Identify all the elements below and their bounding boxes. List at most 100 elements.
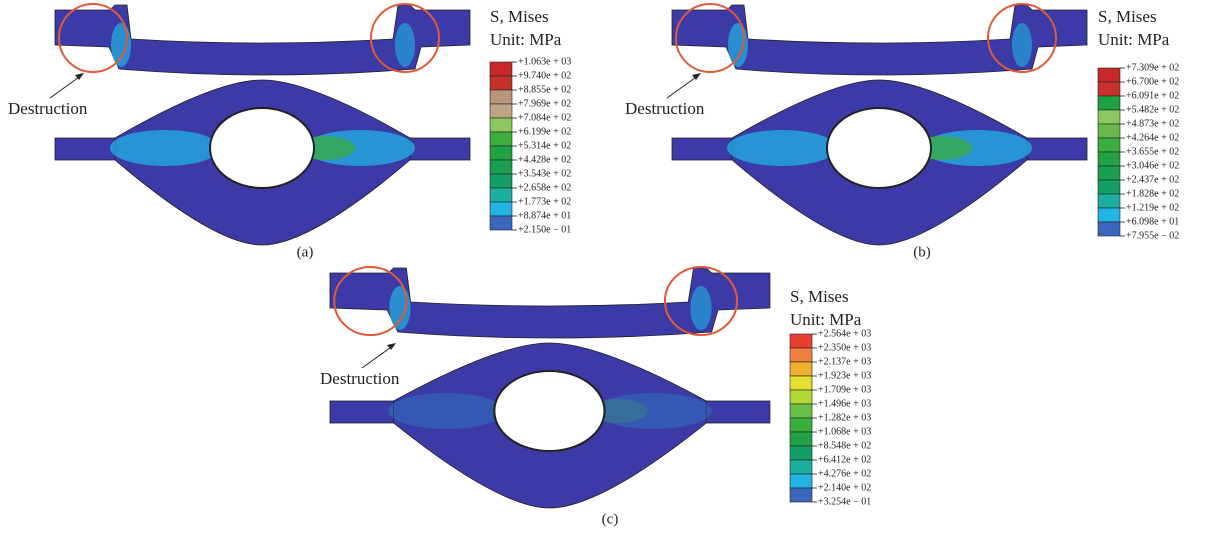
legend-swatch [790, 432, 812, 446]
legend-swatch [490, 132, 512, 146]
annotation: Destruction [320, 369, 400, 388]
legend-label: +2.350e + 03 [818, 342, 871, 353]
legend-label: +6.098e + 01 [1126, 216, 1179, 227]
legend-label: +8.874e + 01 [518, 210, 571, 221]
arrow [50, 75, 82, 98]
panel-label: (a) [297, 244, 314, 260]
legend-label: +3.254e − 01 [818, 496, 871, 507]
legend-label: +2.658e + 02 [518, 182, 571, 193]
legend-label: +1.068e + 03 [818, 426, 871, 437]
legend-swatch [490, 90, 512, 104]
stress-zone [395, 23, 415, 67]
legend-title: S, Mises [1098, 7, 1157, 26]
legend-swatch [790, 376, 812, 390]
legend-label: +1.496e + 03 [818, 398, 871, 409]
legend-swatch [490, 160, 512, 174]
legend-swatch [790, 404, 812, 418]
legend-swatch [490, 174, 512, 188]
legend-swatch [1098, 222, 1120, 236]
legend-label: +3.046e + 02 [1126, 160, 1179, 171]
legend-swatch [490, 118, 512, 132]
stress-zone [1012, 23, 1032, 67]
legend-label: +1.773e + 02 [518, 196, 571, 207]
legend-unit: Unit: MPa [490, 30, 562, 49]
stress-zone [389, 286, 410, 330]
legend-label: +3.655e + 02 [1126, 146, 1179, 157]
legend-label: +2.437e + 02 [1126, 174, 1179, 185]
legend-swatch [490, 76, 512, 90]
legend-swatch [490, 146, 512, 160]
panel-label: (b) [913, 244, 931, 260]
stress-zone [690, 286, 711, 330]
legend-swatch [790, 418, 812, 432]
legend-label: +1.219e + 02 [1126, 202, 1179, 213]
annotation: Destruction [8, 99, 88, 118]
legend-label: +6.412e + 02 [818, 454, 871, 465]
stress-zone [111, 23, 131, 67]
legend-label: +6.700e + 02 [1126, 76, 1179, 87]
legend-unit: Unit: MPa [790, 310, 862, 329]
arrow [362, 345, 394, 368]
stress-zone [388, 393, 505, 429]
legend-label: +2.140e + 02 [818, 482, 871, 493]
legend-label: +2.150e − 01 [518, 224, 571, 235]
legend-label: +6.199e + 02 [518, 126, 571, 137]
hole [494, 371, 604, 451]
stress-zone [727, 130, 837, 166]
legend-label: +9.740e + 02 [518, 70, 571, 81]
legend-label: +1.923e + 03 [818, 370, 871, 381]
legend-swatch [490, 62, 512, 76]
legend-label: +7.969e + 02 [518, 98, 571, 109]
arrow [667, 75, 699, 98]
legend-label: +7.309e + 02 [1126, 62, 1179, 73]
legend-title: S, Mises [790, 287, 849, 306]
legend-label: +2.137e + 03 [818, 356, 871, 367]
annotation: Destruction [625, 99, 705, 118]
legend-label: +1.282e + 03 [818, 412, 871, 423]
legend-swatch [790, 348, 812, 362]
legend-swatch [1098, 124, 1120, 138]
legend-swatch [1098, 194, 1120, 208]
fe-model [672, 4, 1087, 245]
legend-label: +7.084e + 02 [518, 112, 571, 123]
legend-label: +4.264e + 02 [1126, 132, 1179, 143]
legend-swatch [1098, 96, 1120, 110]
fe-model [55, 4, 470, 245]
legend-swatch [790, 446, 812, 460]
legend-swatch [1098, 110, 1120, 124]
legend-label: +4.428e + 02 [518, 154, 571, 165]
legend-swatch [790, 362, 812, 376]
legend-label: +1.828e + 02 [1126, 188, 1179, 199]
legend-swatch [790, 460, 812, 474]
legend-label: +1.063e + 03 [518, 56, 571, 67]
legend-unit: Unit: MPa [1098, 30, 1170, 49]
legend-label: +4.276e + 02 [818, 468, 871, 479]
legend-label: +5.482e + 02 [1126, 104, 1179, 115]
legend-label: +2.564e + 03 [818, 328, 871, 339]
legend-swatch [1098, 68, 1120, 82]
legend-label: +3.543e + 02 [518, 168, 571, 179]
legend-label: +7.955e − 02 [1126, 230, 1179, 241]
figure: Destruction S, Mises Unit: MPa +1.063e + 03… [0, 0, 1223, 533]
hole [827, 108, 931, 188]
legend-swatch [790, 474, 812, 488]
panel-label: (c) [602, 511, 619, 527]
hole [210, 108, 314, 188]
legend-swatch [790, 390, 812, 404]
legend-swatch [1098, 152, 1120, 166]
legend-swatch [490, 188, 512, 202]
legend-swatch [1098, 208, 1120, 222]
legend-swatch [1098, 180, 1120, 194]
legend-swatch [1098, 82, 1120, 96]
legend-label: +4.873e + 02 [1126, 118, 1179, 129]
legend-label: +1.709e + 03 [818, 384, 871, 395]
legend-swatch [490, 104, 512, 118]
legend-swatch [790, 334, 812, 348]
legend-swatch [490, 202, 512, 216]
legend-label: +6.091e + 02 [1126, 90, 1179, 101]
legend-swatch [1098, 166, 1120, 180]
legend-label: +5.314e + 02 [518, 140, 571, 151]
legend-title: S, Mises [490, 7, 549, 26]
legend-label: +8.855e + 02 [518, 84, 571, 95]
legend-swatch [1098, 138, 1120, 152]
